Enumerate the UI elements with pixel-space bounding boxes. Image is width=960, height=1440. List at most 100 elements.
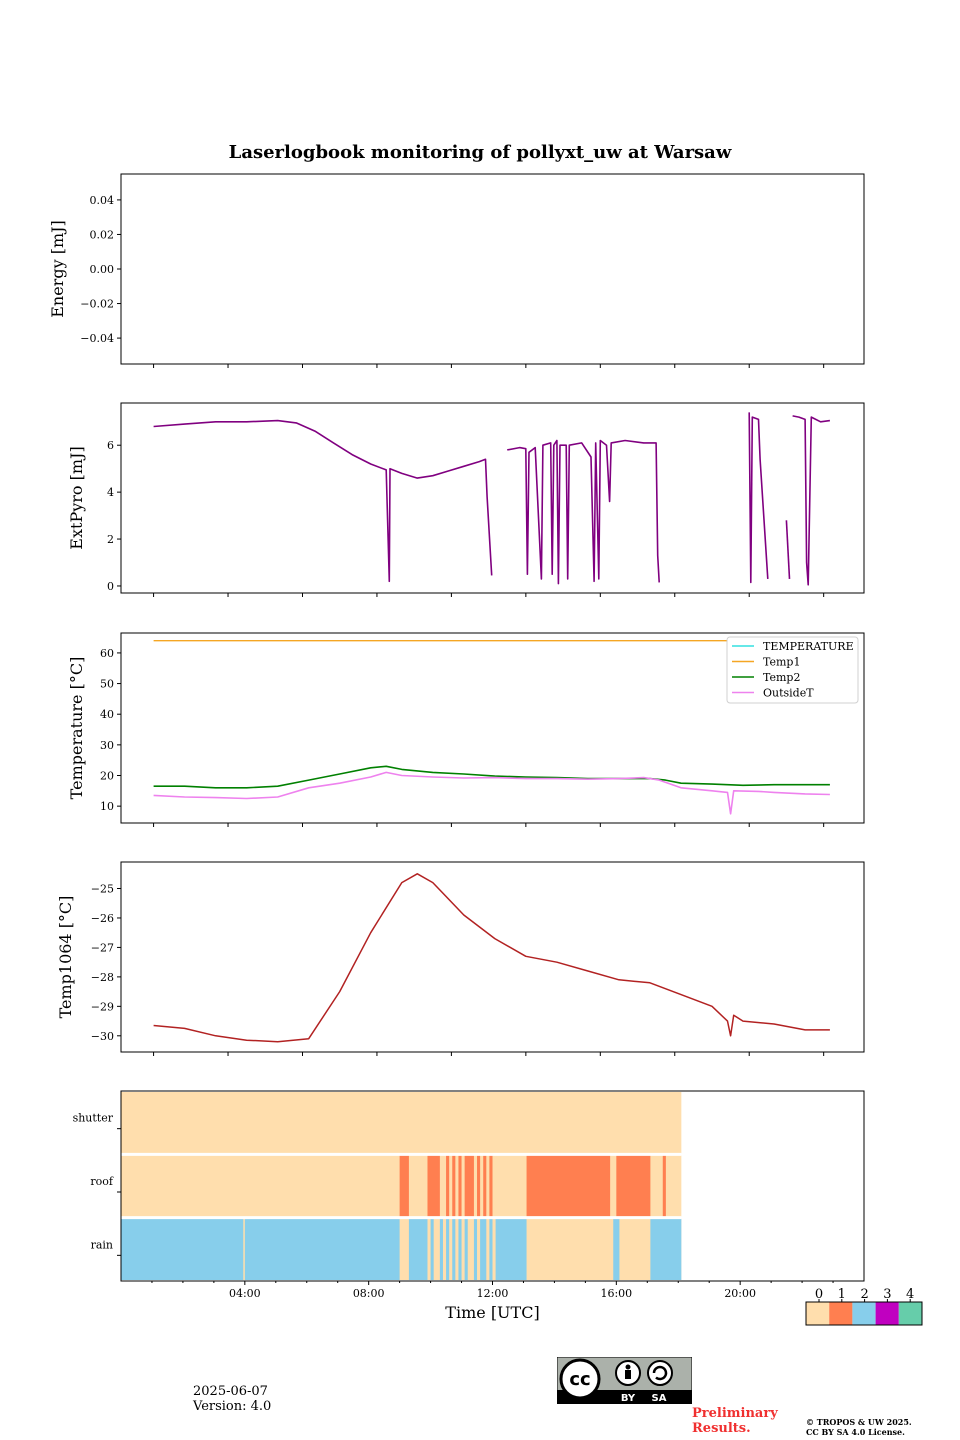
temp1064-ytick-label: −25	[91, 883, 114, 896]
colorbar-cell-4	[898, 1302, 922, 1325]
temp1064-ytick-label: −27	[91, 941, 114, 954]
temperature-ytick-label: 50	[100, 678, 114, 691]
legend-label-temperature: TEMPERATURE	[763, 640, 854, 653]
panels: 0.04 0.02 0.00 −0.02 −0.04 Energy [mJ] 0 2 4 6 Ext…	[48, 173, 923, 1326]
status-cell-roof	[427, 1155, 440, 1217]
status-cell-roof	[477, 1155, 481, 1217]
colorbar-label-4: 4	[906, 1287, 914, 1302]
temp1064-line	[153, 873, 830, 1043]
status-cell-rain	[464, 1218, 468, 1280]
energy-ytick-label: 0.00	[90, 263, 115, 276]
status-cell-rain	[473, 1218, 478, 1280]
status-xtick-label: 16:00	[600, 1287, 632, 1300]
status-cell-roof	[662, 1155, 666, 1217]
extpyro-ylabel: ExtPyro [mJ]	[67, 446, 86, 549]
footer-date-version: 2025-06-07 Version: 4.0	[193, 1384, 271, 1414]
status-cell-rain	[613, 1218, 620, 1280]
colorbar-label-2: 2	[860, 1287, 868, 1302]
extpyro-ytick-label: 4	[107, 486, 114, 499]
colorbar-cell-2	[852, 1302, 876, 1325]
sa-label: SA	[652, 1393, 667, 1404]
status-xtick-label: 04:00	[229, 1287, 261, 1300]
status-cell-rain	[439, 1218, 443, 1280]
status-cell-rain	[495, 1218, 527, 1280]
energy-ytick-label: −0.04	[80, 332, 114, 345]
temp1064-ytick-label: −26	[91, 912, 114, 925]
copyright-note: © TROPOS & UW 2025. CC BY SA 4.0 License…	[806, 1417, 912, 1437]
legend-box	[726, 636, 859, 704]
temperature-frame	[120, 632, 865, 824]
status-cell-roof	[483, 1155, 487, 1217]
energy-ytick-label: 0.04	[90, 194, 115, 207]
colorbar-cell-1	[829, 1302, 853, 1325]
colorbar-label-1: 1	[838, 1287, 846, 1302]
by-label: BY	[621, 1393, 636, 1404]
footer-date: 2025-06-07	[193, 1384, 268, 1399]
temperature-ytick-label: 10	[100, 800, 114, 813]
colorbar-label-0: 0	[815, 1287, 823, 1302]
status-xtick-label: 12:00	[477, 1287, 509, 1300]
status-cell-rain	[408, 1218, 428, 1280]
extpyro-ytick-label: 0	[107, 580, 114, 593]
series-temp2-line	[153, 765, 830, 789]
cc-license-badge: cc BY SA	[557, 1357, 692, 1404]
colorbar-frame	[805, 1301, 923, 1326]
status-cell-rain	[121, 1218, 244, 1280]
temp1064-ytick-label: −29	[91, 1000, 114, 1013]
status-row-label-roof: roof	[90, 1175, 114, 1188]
status-cell-rain	[458, 1218, 462, 1280]
copyright-line2: CC BY SA 4.0 License.	[806, 1427, 905, 1437]
legend-label-temp2: Temp2	[763, 671, 800, 684]
extpyro-ytick-label: 2	[107, 533, 114, 546]
temperature-ylabel: Temperature [°C]	[67, 657, 86, 800]
status-row-shutter-bg	[121, 1092, 682, 1154]
colorbar-label-3: 3	[883, 1287, 891, 1302]
footer-version: Version: 4.0	[193, 1399, 272, 1414]
status-cell-rain	[430, 1218, 434, 1280]
temp1064-ylabel: Temp1064 [°C]	[56, 896, 75, 1019]
status-cell-rain	[480, 1218, 487, 1280]
temperature-ytick-label: 20	[100, 770, 114, 783]
status-xtick-label: 20:00	[724, 1287, 756, 1300]
status-cell-roof	[446, 1155, 450, 1217]
status-cell-roof	[489, 1155, 493, 1217]
status-cell-rain	[489, 1218, 493, 1280]
preliminary-results-note: Preliminary Results.	[692, 1406, 778, 1436]
copyright-line1: © TROPOS & UW 2025.	[806, 1417, 912, 1427]
series-outsidet-line	[153, 771, 830, 815]
extpyro-line	[792, 415, 831, 586]
extpyro-ytick-label: 6	[107, 439, 114, 452]
energy-ytick-label: 0.02	[90, 228, 115, 241]
status-row-label-shutter: shutter	[73, 1112, 114, 1125]
status-cell-roof	[616, 1155, 651, 1217]
status-row-label-rain: rain	[91, 1238, 113, 1251]
status-xlabel: Time [UTC]	[445, 1303, 539, 1322]
status-xtick-label: 08:00	[353, 1287, 385, 1300]
cc-by-sa-icon: cc BY SA	[557, 1357, 692, 1404]
temperature-ytick-label: 60	[100, 647, 114, 660]
extpyro-line	[748, 412, 769, 584]
status-cell-roof	[464, 1155, 474, 1217]
colorbar-cell-3	[875, 1302, 899, 1325]
temp1064-ytick-label: −30	[91, 1030, 114, 1043]
temp1064-ytick-label: −28	[91, 971, 114, 984]
legend-label-temp1: Temp1	[763, 656, 800, 669]
cc-label: cc	[569, 1369, 590, 1390]
legend-label-outsidet: OutsideT	[763, 687, 814, 700]
temperature-ytick-label: 30	[100, 739, 114, 752]
preliminary-line2: Results.	[692, 1421, 751, 1436]
status-cell-rain	[244, 1218, 400, 1280]
preliminary-line1: Preliminary	[692, 1406, 778, 1421]
extpyro-line	[507, 439, 660, 585]
extpyro-line	[153, 419, 493, 583]
status-cell-roof	[452, 1155, 456, 1217]
extpyro-line	[785, 520, 791, 579]
status-cell-rain	[650, 1218, 682, 1280]
energy-frame	[120, 173, 865, 365]
temperature-ytick-label: 40	[100, 708, 114, 721]
colorbar-cell-0	[806, 1302, 830, 1325]
temp1064-frame	[120, 861, 865, 1053]
status-cell-rain	[452, 1218, 456, 1280]
status-cell-roof	[458, 1155, 462, 1217]
